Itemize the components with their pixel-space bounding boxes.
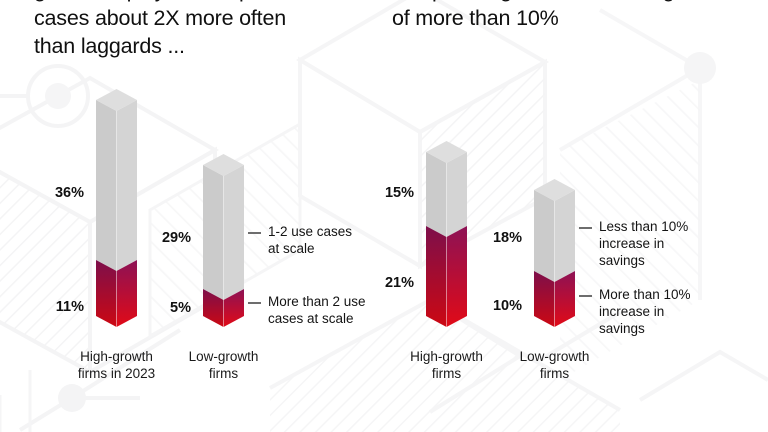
- value-label-left-2-gray: 29%: [161, 230, 191, 246]
- legend-leader-dash-icon: [579, 295, 592, 297]
- legend-leader-dash-icon: [248, 302, 261, 304]
- column-3d-right-2[interactable]: [534, 179, 575, 338]
- chart-right-title: companies gained cost savings of more th…: [392, 0, 685, 30]
- legend-label-right-red: More than 10% increase in savings: [599, 287, 691, 336]
- value-label-left-2-red: 5%: [170, 300, 191, 316]
- category-label-right-1: High-growth firms: [410, 349, 483, 381]
- value-label-right-2-red: 10%: [492, 298, 522, 314]
- legend-leader-dash-icon: [248, 232, 261, 234]
- value-label-right-1-gray: 15%: [384, 185, 414, 201]
- legend-label-left-gray: 1-2 use cases at scale: [268, 224, 353, 256]
- legend-label-right-gray: Less than 10% increase in savings: [599, 219, 689, 268]
- bar-group-right-high-growth: 15% 21% High-growth firms: [385, 141, 483, 381]
- legend-leader-dash-icon: [579, 227, 592, 229]
- bar-group-left-low-growth: 29% 5% Low-growth firms 1-2 use cases at…: [162, 154, 366, 381]
- chart-left-panel: growth deployed multiple use cases about…: [34, 0, 366, 381]
- bar-group-right-low-growth: 18% 10% Low-growth firms Less than 10% i…: [493, 179, 691, 381]
- value-label-left-1-gray: 36%: [54, 185, 84, 201]
- category-label-right-2: Low-growth firms: [519, 349, 590, 381]
- legend-item-right-red[interactable]: More than 10% increase in savings: [579, 286, 704, 337]
- column-3d-left-2[interactable]: [203, 154, 244, 338]
- legend-label-left-red: More than 2 use cases at scale: [268, 294, 366, 326]
- chart-right-panel: companies gained cost savings of more th…: [384, 0, 768, 432]
- legend-item-left-gray[interactable]: 1-2 use cases at scale: [248, 223, 368, 257]
- category-label-left-1: High-growth firms in 2023: [77, 349, 156, 381]
- legend-item-left-red[interactable]: More than 2 use cases at scale: [248, 293, 373, 327]
- value-label-left-1-red: 11%: [55, 299, 84, 315]
- category-label-left-2: Low-growth firms: [188, 349, 259, 381]
- column-3d-right-1[interactable]: [426, 141, 467, 338]
- legend-item-right-gray[interactable]: Less than 10% increase in savings: [579, 218, 704, 269]
- value-label-right-1-red: 21%: [384, 275, 414, 291]
- value-label-right-2-gray: 18%: [492, 230, 522, 246]
- chart-left-title: growth deployed multiple use cases about…: [34, 0, 307, 58]
